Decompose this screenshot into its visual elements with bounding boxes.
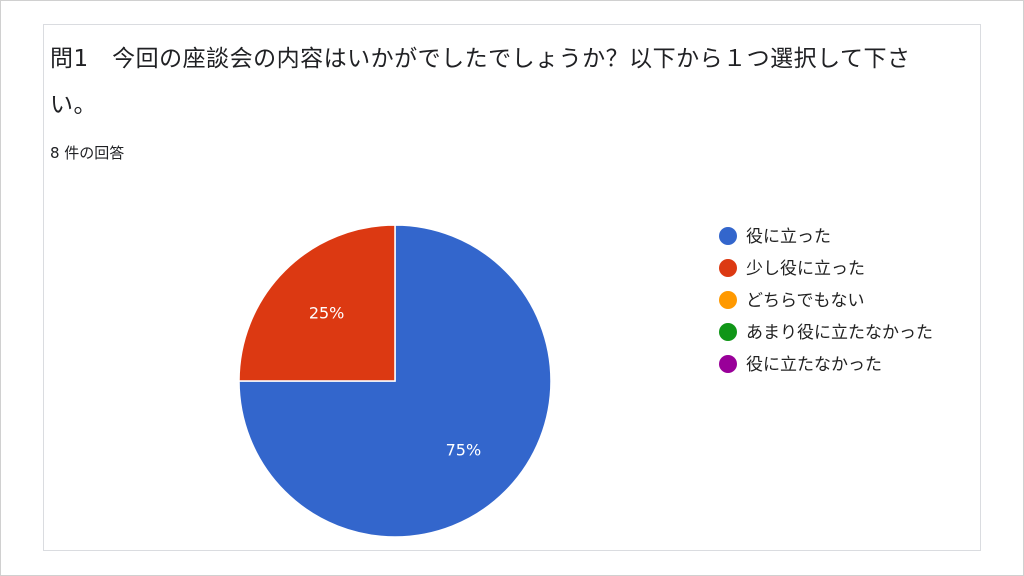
legend-marker-2 <box>719 291 737 309</box>
pie-chart: 75% 25% 役に立った少し役に立ったどちらでもないあまり役に立たなかった役に立… <box>238 224 933 538</box>
legend-label-4: 役に立たなかった <box>746 355 882 375</box>
card-top-border <box>44 24 980 25</box>
legend-marker-3 <box>719 323 737 341</box>
response-count: 8 件の回答 <box>50 144 125 162</box>
legend-marker-4 <box>719 355 737 373</box>
pie-slice-0-label: 75% <box>446 440 482 459</box>
legend-label-3: あまり役に立たなかった <box>746 323 933 343</box>
pie-slice-1-label: 25% <box>309 304 345 323</box>
legend-label-0: 役に立った <box>746 227 831 247</box>
question-card: 問1 今回の座談会の内容はいかがでしたでしょうか？以下から１つ選択して下さい。 … <box>43 24 981 551</box>
legend-label-1: 少し役に立った <box>746 259 865 279</box>
legend-label-2: どちらでもない <box>746 291 865 311</box>
pie-slice-1 <box>238 224 396 382</box>
pie-slice-labels: 75% 25% <box>309 304 481 460</box>
question-title: 問1 今回の座談会の内容はいかがでしたでしょうか？以下から１つ選択して下さい。 <box>50 46 911 118</box>
legend-marker-1 <box>719 259 737 277</box>
legend-marker-0 <box>719 227 737 245</box>
pie-slice-0 <box>238 224 552 538</box>
pie-slices <box>238 224 552 538</box>
